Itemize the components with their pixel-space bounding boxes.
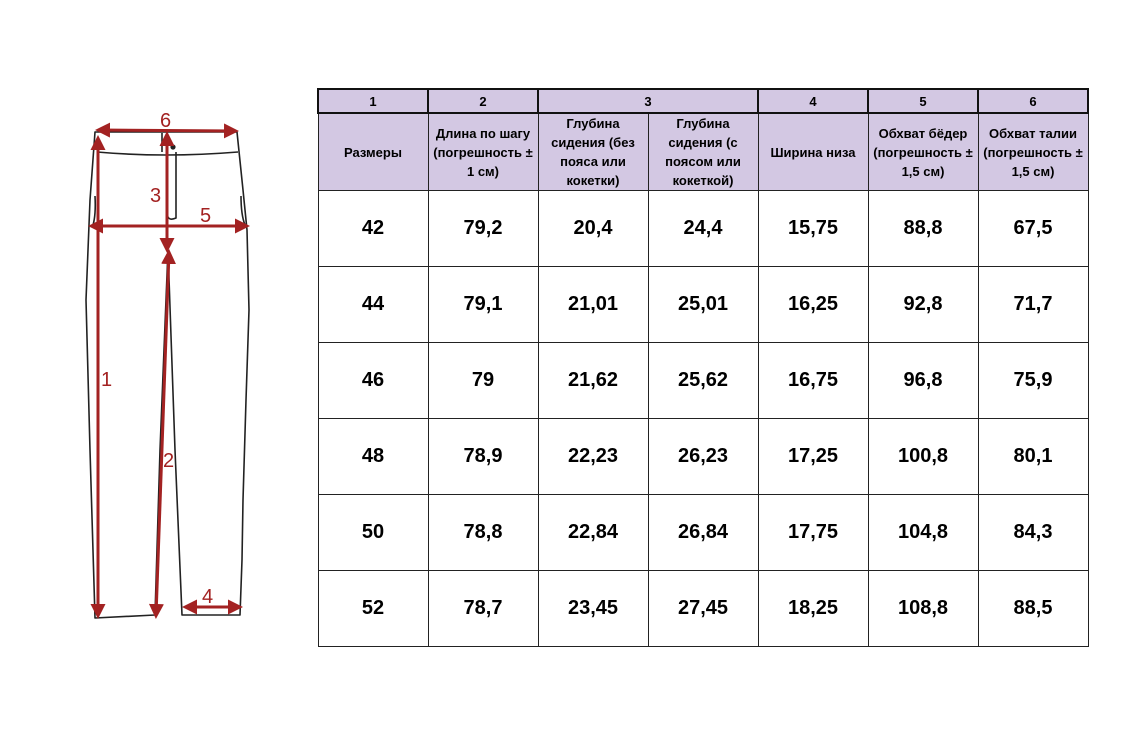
cell-value: 96,8: [867, 342, 979, 419]
cell-value: 17,25: [757, 418, 869, 495]
column-number: 3: [537, 88, 759, 114]
label-3: 3: [150, 185, 161, 207]
table-row: 42 79,2 20,4 24,4 15,75 88,8 67,5: [317, 190, 1089, 267]
cell-value: 80,1: [977, 418, 1089, 495]
cell-size: 50: [317, 494, 429, 571]
header-rise-with-waistband: Глубина сидения (с поясом или кокеткой): [647, 112, 759, 191]
cell-value: 104,8: [867, 494, 979, 571]
table-row: 48 78,9 22,23 26,23 17,25 100,8 80,1: [317, 418, 1089, 495]
cell-value: 21,62: [537, 342, 649, 419]
size-table: 1 2 3 4 5 6 Размеры Длина по шагу (погре…: [317, 88, 1089, 647]
cell-value: 23,45: [537, 570, 649, 647]
column-number: 5: [867, 88, 979, 114]
measurement-labels: 1 2 3 4 5 6: [101, 110, 213, 608]
label-4: 4: [202, 586, 213, 608]
cell-value: 24,4: [647, 190, 759, 267]
cell-value: 26,23: [647, 418, 759, 495]
cell-value: 22,84: [537, 494, 649, 571]
cell-value: 26,84: [647, 494, 759, 571]
cell-value: 78,8: [427, 494, 539, 571]
cell-value: 22,23: [537, 418, 649, 495]
cell-value: 21,01: [537, 266, 649, 343]
arrow-2: [148, 249, 177, 619]
cell-value: 84,3: [977, 494, 1089, 571]
arrow-6: [95, 122, 239, 139]
cell-value: 88,8: [867, 190, 979, 267]
cell-value: 16,75: [757, 342, 869, 419]
cell-value: 78,9: [427, 418, 539, 495]
column-number: 1: [317, 88, 429, 114]
cell-size: 46: [317, 342, 429, 419]
cell-value: 88,5: [977, 570, 1089, 647]
header-row: Размеры Длина по шагу (погрешность ± 1 с…: [317, 112, 1089, 191]
cell-value: 17,75: [757, 494, 869, 571]
cell-size: 48: [317, 418, 429, 495]
cell-size: 42: [317, 190, 429, 267]
header-hip-girth: Обхват бёдер (погрешность ± 1,5 см): [867, 112, 979, 191]
cell-value: 27,45: [647, 570, 759, 647]
cell-value: 100,8: [867, 418, 979, 495]
label-2: 2: [163, 450, 174, 472]
cell-size: 52: [317, 570, 429, 647]
column-number: 4: [757, 88, 869, 114]
label-5: 5: [200, 205, 211, 227]
column-number: 2: [427, 88, 539, 114]
column-number-row: 1 2 3 4 5 6: [317, 88, 1089, 114]
cell-value: 79,2: [427, 190, 539, 267]
table-row: 46 79 21,62 25,62 16,75 96,8 75,9: [317, 342, 1089, 419]
label-6: 6: [160, 110, 171, 132]
cell-value: 18,25: [757, 570, 869, 647]
cell-value: 25,01: [647, 266, 759, 343]
trousers-measurement-diagram: 1 2 3 4 5 6: [85, 110, 250, 619]
label-1: 1: [101, 369, 112, 391]
cell-value: 67,5: [977, 190, 1089, 267]
table-row: 52 78,7 23,45 27,45 18,25 108,8 88,5: [317, 570, 1089, 647]
table-row: 44 79,1 21,01 25,01 16,25 92,8 71,7: [317, 266, 1089, 343]
cell-size: 44: [317, 266, 429, 343]
column-number: 6: [977, 88, 1089, 114]
header-waist-girth: Обхват талии (погрешность ± 1,5 см): [977, 112, 1089, 191]
cell-value: 20,4: [537, 190, 649, 267]
header-sizes: Размеры: [317, 112, 429, 191]
measurement-arrows: [88, 122, 250, 619]
header-inseam-length: Длина по шагу (погрешность ± 1 см): [427, 112, 539, 191]
header-rise-no-waistband: Глубина сидения (без пояса или кокетки): [537, 112, 649, 191]
cell-value: 75,9: [977, 342, 1089, 419]
cell-value: 71,7: [977, 266, 1089, 343]
cell-value: 78,7: [427, 570, 539, 647]
cell-value: 79,1: [427, 266, 539, 343]
cell-value: 92,8: [867, 266, 979, 343]
table-row: 50 78,8 22,84 26,84 17,75 104,8 84,3: [317, 494, 1089, 571]
cell-value: 108,8: [867, 570, 979, 647]
header-hem-width: Ширина низа: [757, 112, 869, 191]
cell-value: 15,75: [757, 190, 869, 267]
cell-value: 25,62: [647, 342, 759, 419]
cell-value: 16,25: [757, 266, 869, 343]
cell-value: 79: [427, 342, 539, 419]
